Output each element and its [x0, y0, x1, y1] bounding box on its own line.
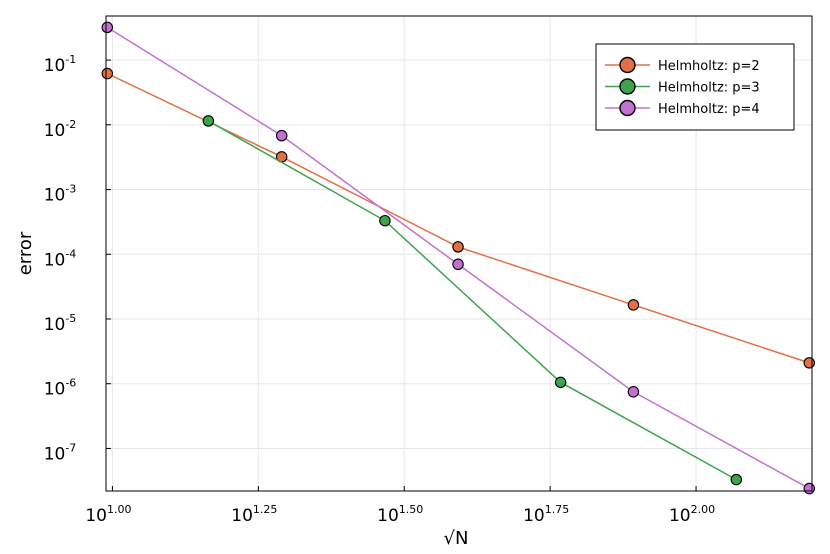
- legend-item: Helmholtz: p=4: [605, 99, 760, 117]
- x-tick-label: 101.25: [231, 503, 277, 526]
- y-axis-label: error: [15, 231, 36, 275]
- y-tick-label: 10-3: [44, 183, 77, 206]
- grid-lines: [106, 16, 812, 491]
- legend-item: Helmholtz: p=3: [605, 78, 760, 96]
- y-tick-label: 10-7: [44, 441, 77, 464]
- legend-marker-swatch: [619, 56, 636, 74]
- x-tick-label: 101.75: [523, 503, 569, 526]
- legend-label: Helmholtz: p=4: [658, 102, 760, 117]
- y-tick-label: 10-6: [44, 377, 77, 400]
- data-point: [452, 241, 464, 253]
- data-point: [452, 258, 464, 271]
- data-point: [627, 299, 640, 311]
- data-point: [554, 376, 567, 389]
- x-axis-label: √N: [444, 528, 469, 549]
- series-plot-area: [101, 21, 816, 495]
- y-tick-label: 10-1: [44, 53, 77, 76]
- x-tick-label: 101.50: [377, 503, 423, 526]
- x-tick-label: 102.00: [669, 503, 715, 526]
- data-point: [627, 386, 640, 398]
- y-tick-label: 10-5: [44, 312, 77, 335]
- data-point: [379, 214, 391, 227]
- x-tick-label: 101.00: [85, 503, 131, 526]
- data-point: [101, 67, 114, 80]
- plot-frame: [105, 15, 813, 492]
- data-point: [275, 129, 288, 142]
- y-tick-label: 10-2: [44, 118, 77, 141]
- data-point: [803, 482, 816, 495]
- legend-item: Helmholtz: p=2: [605, 56, 760, 74]
- legend-marker-swatch: [619, 78, 636, 95]
- data-point: [730, 473, 743, 486]
- legend-label: Helmholtz: p=2: [658, 59, 760, 74]
- data-point: [803, 357, 816, 369]
- series-3: [101, 21, 816, 495]
- data-point: [101, 21, 114, 34]
- series-line: [207, 120, 737, 481]
- series-2: [202, 115, 743, 486]
- data-point: [202, 115, 215, 127]
- axis-ticks: 101.00 101.25 101.50 101.75 102.00 10-1 10-2 10…: [44, 53, 715, 526]
- y-tick-label: 10-4: [44, 247, 77, 270]
- legend-label: Helmholtz: p=3: [658, 81, 760, 96]
- legend: Helmholtz: p=2 Helmholtz: p=3 Helmholtz: p…: [595, 43, 795, 131]
- legend-marker-swatch: [619, 99, 636, 117]
